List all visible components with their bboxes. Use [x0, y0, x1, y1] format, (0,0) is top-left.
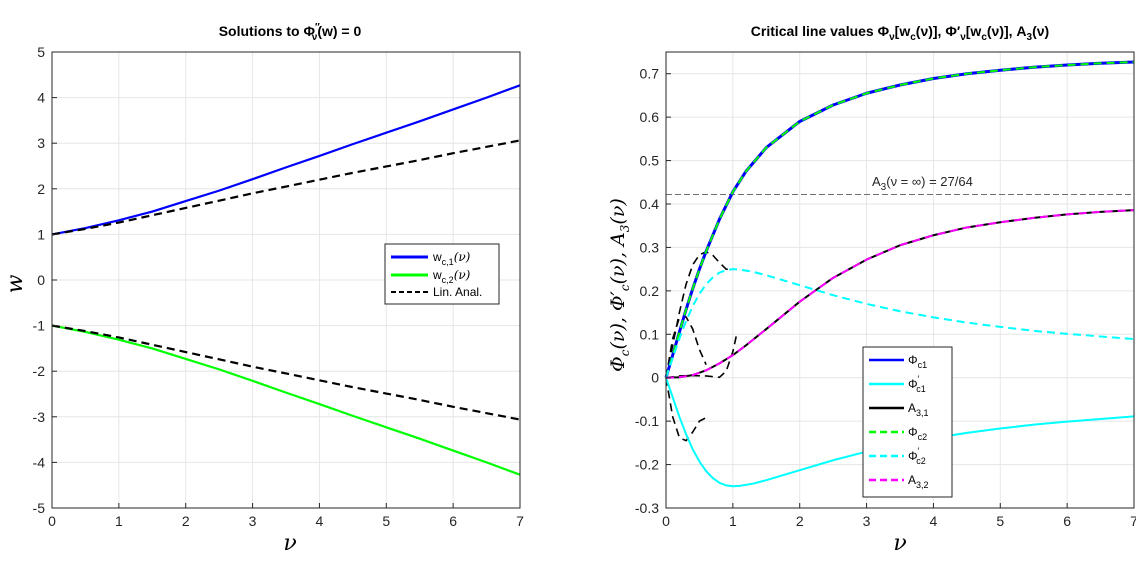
- y-tick-label: -0.2: [635, 457, 659, 473]
- left-legend[interactable]: wc,1(ν) wc,2(ν) Lin. Anal.: [384, 243, 500, 305]
- legend-label: Φ′ c2: [908, 446, 926, 466]
- y-tick-label: -3: [33, 409, 46, 425]
- legend-label: A3,2: [908, 473, 929, 490]
- y-tick-label: 0.2: [640, 283, 660, 299]
- y-tick-label: 4: [37, 90, 45, 106]
- series-line-lin-anal-c-: [665, 377, 707, 442]
- y-tick-label: 2: [37, 181, 45, 197]
- legend-label-wc1: wc,1(ν): [432, 250, 471, 267]
- left-x-ticks: 0 1 2 3 4 5 6 7: [48, 503, 524, 529]
- left-y-label: w: [3, 274, 28, 293]
- series-line-a3-2: [665, 209, 1135, 379]
- x-tick-label: 6: [449, 513, 457, 529]
- series-line-lin-anal-c-: [665, 316, 707, 378]
- x-tick-label: 7: [1130, 513, 1136, 529]
- series-line-w-c-2-: [51, 324, 521, 476]
- y-tick-label: 0.6: [640, 109, 660, 125]
- y-tick-label: 3: [37, 135, 45, 151]
- y-tick-label: -4: [33, 454, 46, 470]
- x-tick-label: 5: [382, 513, 390, 529]
- legend-label: A3,1: [908, 401, 929, 418]
- right-series-layer: [664, 60, 1135, 488]
- right-plot: Critical line values Φν[wc(ν)], Φ′ν[wc(ν…: [607, 23, 1136, 556]
- x-tick-label: 6: [1063, 513, 1071, 529]
- x-tick-label: 3: [863, 513, 871, 529]
- y-tick-label: -0.1: [635, 413, 659, 429]
- x-tick-label: 3: [249, 513, 257, 529]
- asymptote-annotation: A3(ν = ∞) = 27/64: [872, 174, 973, 193]
- right-y-label: Φc(ν), Φ′c(ν), A3(ν): [607, 198, 632, 372]
- y-tick-label: 0.5: [640, 153, 660, 169]
- right-axes-box: [665, 51, 1135, 509]
- x-tick-label: 5: [996, 513, 1004, 529]
- y-tick-label: 0.3: [640, 239, 660, 255]
- y-tick-label: -2: [33, 363, 46, 379]
- x-tick-label: 2: [796, 513, 804, 529]
- y-tick-label: 0.1: [640, 326, 660, 342]
- legend-label: Φ′ c1: [908, 374, 926, 394]
- series-line-lin-anal-: [51, 324, 521, 421]
- y-tick-label: 0.7: [640, 66, 660, 82]
- x-tick-label: 4: [930, 513, 938, 529]
- left-x-label: ν: [283, 531, 296, 556]
- legend-label: Φc1: [908, 353, 927, 370]
- series-line--c1: [665, 377, 1135, 488]
- left-series-layer: [51, 84, 521, 476]
- x-tick-label: 0: [662, 513, 670, 529]
- y-tick-label: 0.4: [640, 196, 660, 212]
- legend-label: Φc2: [908, 425, 927, 442]
- series-line-w-c-1-: [51, 84, 521, 236]
- right-legend[interactable]: Φc1 Φ′ c1 A3,1 Φc2 Φ′ c2 A3,2: [862, 346, 953, 498]
- left-y-ticks: -5 -4 -3 -2 -1 0 1 2 3 4 5: [33, 44, 57, 516]
- right-x-label: ν: [893, 531, 906, 556]
- x-tick-label: 0: [48, 513, 56, 529]
- right-x-ticks: 0 1 2 3 4 5 6 7: [662, 503, 1136, 529]
- legend-label-wc2: wc,2(ν): [432, 268, 471, 285]
- x-tick-label: 7: [516, 513, 524, 529]
- right-legend-box: [862, 346, 953, 498]
- right-legend-items: Φc1 Φ′ c1 A3,1 Φc2 Φ′ c2 A3,2: [869, 353, 929, 490]
- y-tick-label: 1: [37, 226, 45, 242]
- y-tick-label: -1: [33, 318, 46, 334]
- x-tick-label: 2: [182, 513, 190, 529]
- legend-label-lin-anal: Lin. Anal.: [433, 285, 482, 299]
- y-tick-label: 5: [37, 44, 45, 60]
- x-tick-label: 1: [729, 513, 737, 529]
- series-line--c2: [665, 60, 1135, 378]
- y-tick-label: 0: [651, 370, 659, 386]
- y-tick-label: -5: [33, 500, 46, 516]
- series-line--c2: [665, 268, 1135, 379]
- y-tick-label: 0: [37, 272, 45, 288]
- x-tick-label: 1: [115, 513, 123, 529]
- left-plot: Solutions to Φ′′ ν(w) = 0 0 1 2 3 4 5 6 7 -5 -4 -3…: [3, 22, 524, 556]
- series-line-lin-anal-: [51, 139, 521, 236]
- series-line--c1: [664, 60, 1135, 379]
- left-plot-title: Solutions to Φ′′ ν(w) = 0: [219, 22, 362, 43]
- right-y-ticks: -0.3 -0.2 -0.1 0 0.1 0.2 0.3 0.4 0.5 0.6 0.7: [635, 66, 671, 516]
- y-tick-label: -0.3: [635, 500, 659, 516]
- right-plot-title: Critical line values Φν[wc(ν)], Φ′ν[wc(ν…: [751, 23, 1049, 43]
- x-tick-label: 4: [316, 513, 324, 529]
